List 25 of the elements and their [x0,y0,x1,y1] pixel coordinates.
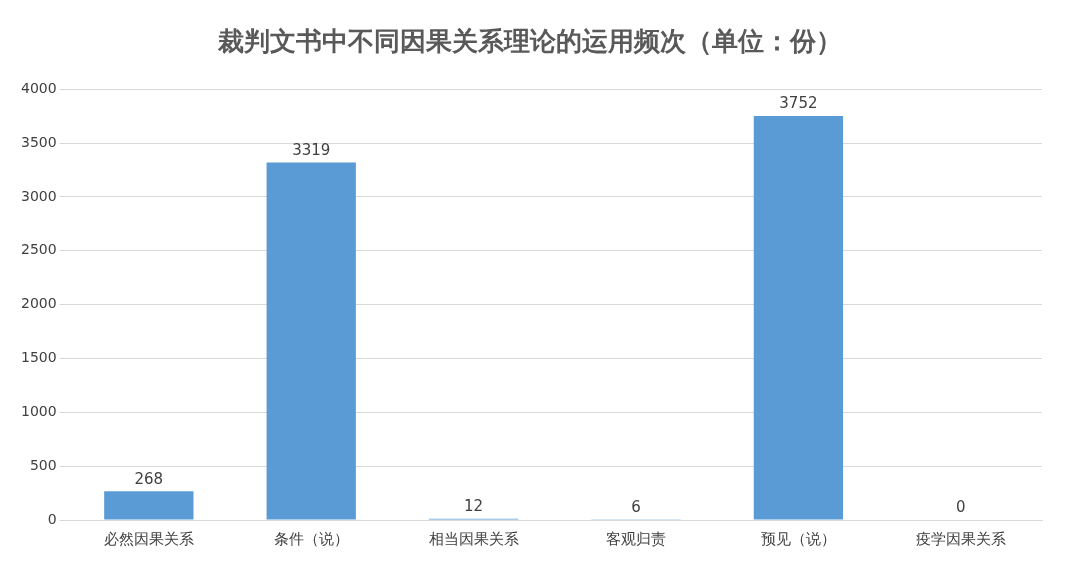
data-label: 12 [464,497,484,516]
y-tick-label: 3000 [20,187,57,204]
x-tick-label: 条件（说） [273,529,349,548]
y-tick-label: 2000 [20,295,57,312]
bar [753,115,844,520]
y-tick-label: 1500 [20,349,57,366]
data-label: 268 [134,469,164,488]
x-tick-label: 相当因果关系 [428,529,519,548]
data-label: 3752 [779,94,818,113]
y-tick-label: 0 [47,510,57,527]
data-label: 0 [956,498,966,517]
y-tick-label: 3500 [20,133,57,150]
chart-title: 裁判文书中不同因果关系理论的运用频次（单位：份） [217,26,842,57]
y-tick-label: 2500 [20,241,57,258]
y-tick-label: 4000 [20,79,57,96]
data-label: 3319 [292,140,331,159]
y-tick-label: 1000 [20,402,57,419]
x-tick-label: 必然因果关系 [103,529,194,548]
x-tick-label: 疫学因果关系 [915,529,1006,548]
x-tick-label: 预见（说） [760,529,836,548]
data-label: 6 [631,497,641,516]
bar [104,491,194,520]
bar [266,162,356,520]
y-tick-label: 500 [29,456,57,473]
x-tick-label: 客观归责 [606,529,667,548]
